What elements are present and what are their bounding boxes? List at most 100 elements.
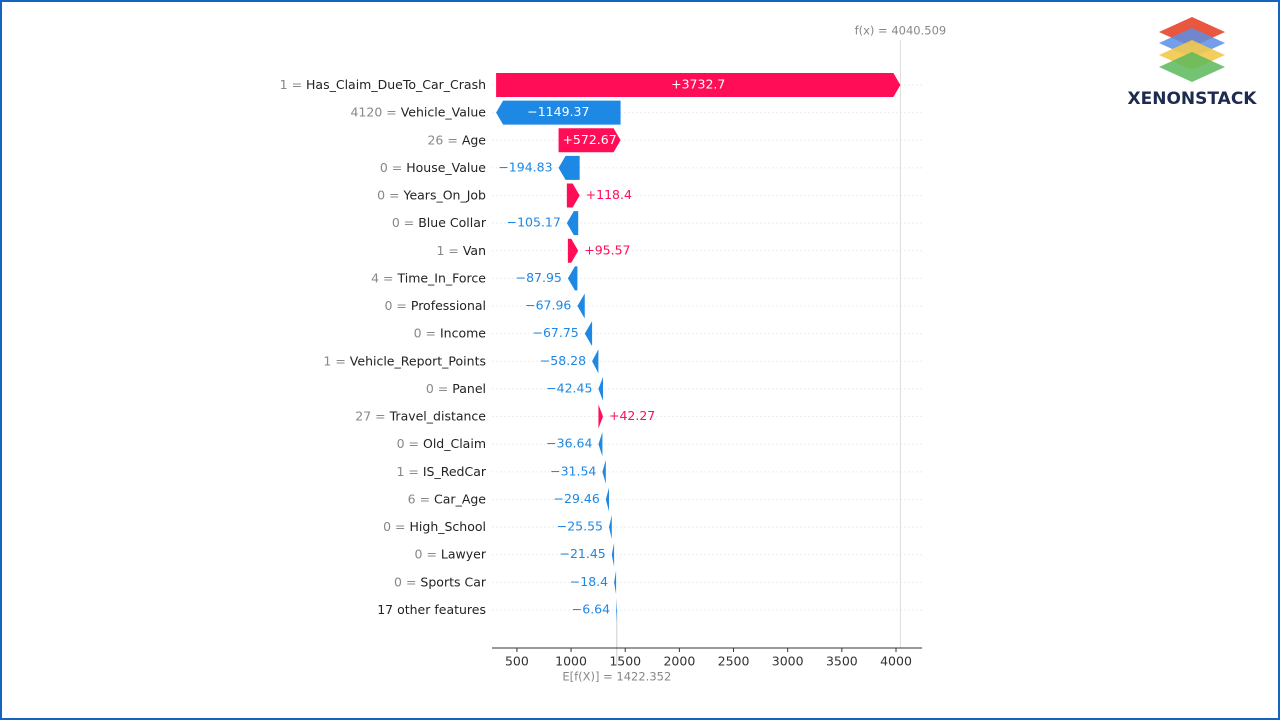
feature-label: 0 = High_School xyxy=(383,519,486,534)
feature-name: Blue Collar xyxy=(418,215,487,230)
feature-value: 4 = xyxy=(371,270,393,285)
value-label: +3732.7 xyxy=(671,77,725,92)
value-label: +95.57 xyxy=(584,242,630,257)
feature-value: 1 = xyxy=(323,353,345,368)
feature-label: 4120 = Vehicle_Value xyxy=(350,104,486,119)
feature-label: 1 = Has_Claim_DueTo_Car_Crash xyxy=(280,77,486,92)
bar xyxy=(558,128,621,153)
final-label: f(x) = 4040.509 xyxy=(855,24,947,38)
bar xyxy=(598,376,604,401)
bar xyxy=(609,515,612,540)
bar xyxy=(614,570,617,595)
bar xyxy=(567,266,578,291)
feature-label: 0 = Blue Collar xyxy=(392,215,487,230)
feature-name: Age xyxy=(462,132,486,147)
feature-label: 0 = Lawyer xyxy=(415,546,487,561)
feature-value: 4120 = xyxy=(350,104,396,119)
feature-name: Vehicle_Value xyxy=(401,104,487,119)
value-label: −42.45 xyxy=(546,380,592,395)
x-tick-label: 1000 xyxy=(555,654,587,669)
value-label: −67.75 xyxy=(532,325,578,340)
bar xyxy=(577,294,585,319)
feature-label: 0 = Years_On_Job xyxy=(377,187,486,202)
base-label: E[f(X)] = 1422.352 xyxy=(562,670,671,684)
bar xyxy=(566,211,579,236)
feature-name: Professional xyxy=(411,298,486,313)
feature-label: 1 = Van xyxy=(436,242,486,257)
bar xyxy=(566,183,580,208)
value-label: −25.55 xyxy=(557,519,603,534)
bar xyxy=(598,404,604,429)
value-label: −6.64 xyxy=(572,601,610,616)
feature-name: Van xyxy=(463,242,486,257)
bar xyxy=(602,459,606,484)
bar xyxy=(496,73,901,97)
value-label: −36.64 xyxy=(546,436,592,451)
bar xyxy=(567,238,579,263)
feature-name: High_School xyxy=(410,519,486,534)
bar xyxy=(611,542,615,567)
feature-label: 0 = Professional xyxy=(384,298,486,313)
feature-name: Panel xyxy=(452,380,486,395)
logo-text: XENONSTACK xyxy=(1128,89,1258,109)
bar xyxy=(584,321,593,346)
feature-name: Old_Claim xyxy=(423,436,486,451)
feature-name: Has_Claim_DueTo_Car_Crash xyxy=(306,77,486,92)
value-label: −58.28 xyxy=(540,353,586,368)
feature-value: 0 = xyxy=(384,298,406,313)
feature-name: Years_On_Job xyxy=(402,187,486,202)
feature-value: 1 = xyxy=(436,242,458,257)
x-tick-label: 1500 xyxy=(609,654,641,669)
bar xyxy=(558,155,580,180)
value-label: −31.54 xyxy=(550,463,596,478)
bar xyxy=(598,432,603,457)
feature-label: 0 = Income xyxy=(414,325,487,340)
feature-value: 26 = xyxy=(427,132,457,147)
bar xyxy=(616,597,617,622)
feature-value: 0 = xyxy=(377,187,399,202)
feature-value: 0 = xyxy=(415,546,437,561)
x-tick-label: 500 xyxy=(505,654,529,669)
feature-name: Time_In_Force xyxy=(396,270,486,285)
x-tick-label: 3000 xyxy=(772,654,804,669)
feature-name: 17 other features xyxy=(377,601,486,616)
feature-label: 0 = Panel xyxy=(426,380,486,395)
feature-name: Travel_distance xyxy=(389,408,487,423)
feature-label: 1 = IS_RedCar xyxy=(396,463,486,478)
x-tick-label: 4000 xyxy=(880,654,912,669)
value-label: −18.4 xyxy=(570,574,608,589)
feature-value: 6 = xyxy=(408,491,430,506)
value-label: +118.4 xyxy=(586,187,632,202)
feature-name: Lawyer xyxy=(441,546,487,561)
x-tick-label: 3500 xyxy=(826,654,858,669)
value-label: +42.27 xyxy=(609,408,655,423)
bar xyxy=(496,100,621,125)
feature-name: Vehicle_Report_Points xyxy=(350,353,486,368)
feature-value: 0 = xyxy=(392,215,414,230)
feature-label: 0 = Sports Car xyxy=(394,574,487,589)
feature-label: 0 = Old_Claim xyxy=(397,436,486,451)
feature-name: House_Value xyxy=(406,159,486,174)
feature-label: 27 = Travel_distance xyxy=(355,408,486,423)
value-label: +572.67 xyxy=(562,132,616,147)
value-label: −67.96 xyxy=(525,298,571,313)
feature-value: 1 = xyxy=(396,463,418,478)
x-tick-label: 2500 xyxy=(718,654,750,669)
logo-icon xyxy=(1159,17,1225,82)
feature-value: 1 = xyxy=(280,77,302,92)
value-label: −21.45 xyxy=(560,546,606,561)
bar xyxy=(592,349,599,374)
feature-name: Income xyxy=(440,325,486,340)
feature-label: 0 = House_Value xyxy=(380,159,486,174)
feature-name: Car_Age xyxy=(434,491,486,506)
feature-value: 27 = xyxy=(355,408,385,423)
feature-label: 1 = Vehicle_Report_Points xyxy=(323,353,486,368)
feature-value: 0 = xyxy=(383,519,405,534)
feature-label: 4 = Time_In_Force xyxy=(371,270,486,285)
value-label: −1149.37 xyxy=(527,104,589,119)
feature-value: 0 = xyxy=(394,574,416,589)
value-label: −194.83 xyxy=(498,159,552,174)
feature-label: 17 other features xyxy=(377,601,486,616)
